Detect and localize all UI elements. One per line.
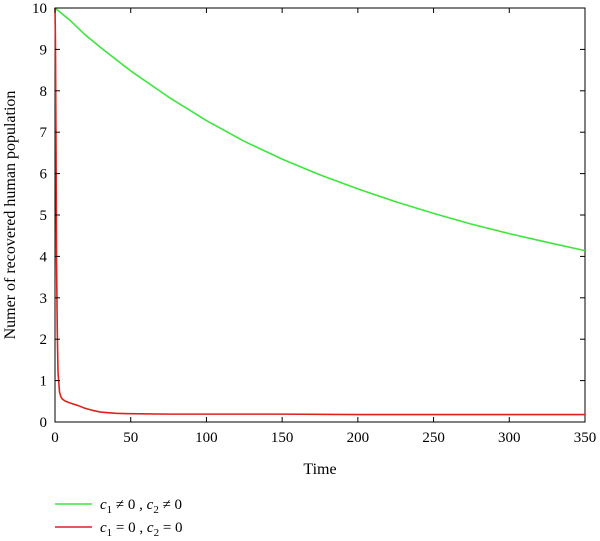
x-tick-label: 300 [498,430,521,446]
y-tick-label: 5 [40,208,48,224]
y-tick-label: 9 [40,42,48,58]
legend-label-2: c1 = 0 , c2 = 0 [100,520,183,539]
series-line-1 [54,7,586,252]
y-axis-label: Numer of recovered human population [2,91,19,340]
y-tick-label: 1 [40,374,48,390]
y-tick-label: 2 [40,332,48,348]
x-tick-label: 200 [347,430,370,446]
legend-label-1: c1 ≠ 0 , c2 ≠ 0 [100,497,182,516]
x-tick-label: 0 [51,430,59,446]
y-tick-label: 7 [40,125,48,141]
x-tick-label: 350 [574,430,597,446]
x-tick-label: 150 [271,430,294,446]
x-tick-label: 250 [422,430,445,446]
y-tick-label: 3 [40,291,48,307]
axis-ticks: 0 50 100 150 200 250 300 350 0 1 2 3 4 5 6 7 8 9 10 [32,1,596,446]
y-tick-label: 4 [40,249,48,265]
y-tick-label: 10 [32,1,47,17]
y-tick-label: 8 [40,84,48,100]
plot-frame [54,7,586,423]
series-line-2 [54,7,585,416]
y-tick-label: 6 [40,167,48,183]
y-tick-label: 0 [40,415,48,431]
x-tick-label: 50 [123,430,138,446]
legend: c1 ≠ 0 , c2 ≠ 0 c1 = 0 , c2 = 0 [55,497,183,539]
x-axis-label: Time [303,461,336,478]
x-tick-label: 100 [195,430,218,446]
plot-area [54,7,586,423]
